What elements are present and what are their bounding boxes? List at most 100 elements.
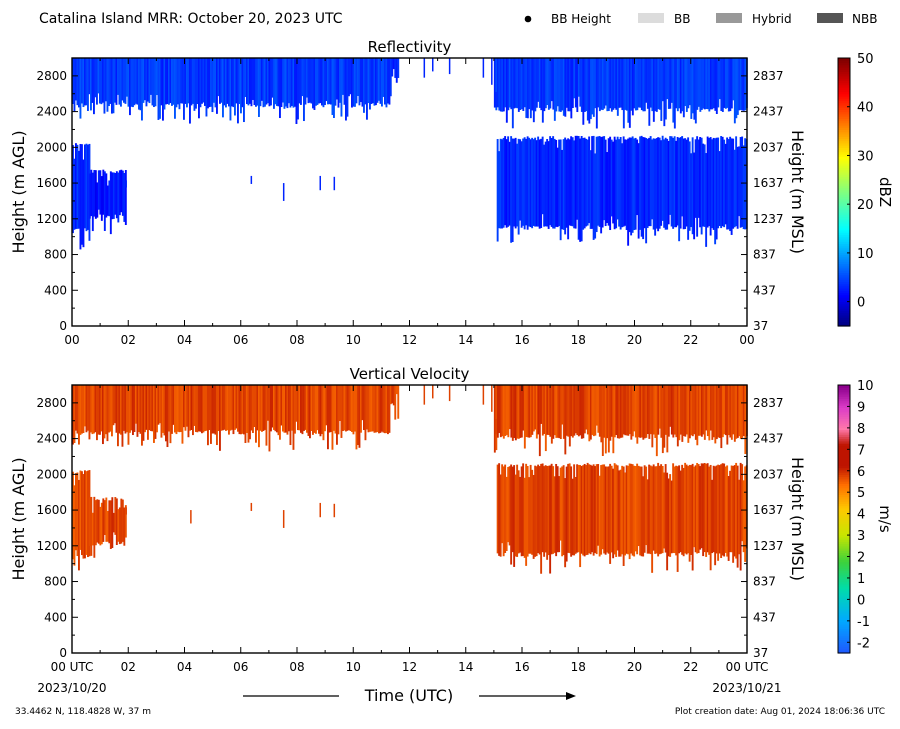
- panel-title: Reflectivity: [368, 38, 452, 56]
- colorbar-segment: [838, 420, 850, 424]
- data-column: [178, 58, 181, 110]
- data-column: [262, 385, 265, 431]
- data-column: [628, 58, 631, 128]
- colorbar-segment: [838, 565, 850, 569]
- data-column: [382, 58, 385, 97]
- data-column: [520, 385, 523, 438]
- data-column: [312, 58, 314, 109]
- data-column: [606, 152, 609, 224]
- data-column: [376, 58, 379, 103]
- data-column: [594, 58, 597, 109]
- data-spike: [319, 175, 321, 191]
- colorbar-segment: [838, 154, 850, 157]
- data-column: [265, 385, 268, 446]
- data-column: [247, 58, 250, 106]
- data-column: [717, 464, 720, 561]
- data-column: [151, 385, 154, 432]
- colorbar-segment: [838, 221, 850, 224]
- data-column: [282, 385, 284, 432]
- colorbar-segment: [838, 588, 850, 592]
- colorbar-segment: [838, 151, 850, 155]
- data-column: [648, 385, 651, 439]
- y-tick-label: 2000: [36, 467, 67, 481]
- data-column: [681, 385, 684, 442]
- colorbar-segment: [838, 317, 850, 320]
- data-column: [558, 476, 561, 553]
- colorbar-segment: [838, 243, 850, 247]
- colorbar-segment: [838, 628, 850, 632]
- data-column: [724, 385, 727, 436]
- colorbar-segment: [838, 425, 850, 429]
- colorbar-segment: [838, 583, 850, 587]
- data-column: [723, 58, 726, 108]
- data-column: [736, 465, 739, 568]
- data-column: [153, 58, 155, 108]
- data-column: [517, 138, 520, 235]
- data-column: [568, 463, 571, 554]
- data-column: [392, 385, 395, 406]
- data-column: [597, 58, 600, 108]
- data-column: [702, 143, 705, 227]
- data-column: [389, 385, 392, 405]
- data-column: [94, 385, 97, 433]
- data-column: [106, 510, 109, 542]
- data-column: [538, 139, 541, 229]
- colorbar-segment: [838, 261, 850, 265]
- data-column: [313, 58, 316, 110]
- data-column: [309, 385, 311, 439]
- data-column: [744, 466, 747, 562]
- data-spike: [282, 183, 285, 201]
- data-column: [688, 385, 691, 439]
- y-tick-label: 2000: [36, 140, 67, 154]
- data-column: [234, 58, 236, 116]
- colorbar-segment: [838, 102, 850, 106]
- y-tick-label-right: 2037: [753, 140, 784, 154]
- data-column: [681, 136, 684, 217]
- data-column: [667, 385, 670, 437]
- data-column: [111, 497, 114, 548]
- data-column: [265, 58, 268, 105]
- colorbar-tick-label: 2: [857, 551, 865, 566]
- colorbar-segment: [838, 623, 850, 627]
- data-column: [693, 385, 696, 435]
- data-column: [565, 466, 568, 562]
- data-column: [709, 464, 712, 571]
- data-column: [139, 385, 142, 434]
- data-column: [342, 58, 344, 95]
- data-column: [495, 58, 498, 111]
- colorbar-segment: [838, 252, 850, 256]
- data-column: [129, 58, 131, 116]
- data-column: [576, 58, 579, 113]
- data-column: [592, 135, 595, 240]
- data-column: [646, 385, 649, 435]
- data-column: [678, 137, 681, 242]
- data-column: [334, 385, 337, 434]
- data-column: [139, 58, 142, 111]
- data-column: [204, 58, 206, 106]
- data-column: [592, 385, 595, 437]
- data-column: [654, 58, 657, 112]
- data-column: [103, 171, 106, 231]
- data-column: [706, 463, 709, 553]
- data-column: [301, 385, 304, 435]
- data-column: [337, 58, 340, 108]
- data-column: [571, 478, 574, 556]
- data-column: [729, 385, 732, 438]
- data-column: [85, 471, 88, 555]
- colorbar-segment: [838, 418, 850, 422]
- data-column: [198, 58, 200, 119]
- data-column: [643, 137, 646, 229]
- data-column: [513, 465, 516, 567]
- data-column: [688, 141, 691, 231]
- data-column: [243, 58, 245, 123]
- data-column: [622, 466, 625, 566]
- data-column: [627, 138, 630, 246]
- data-column: [705, 385, 708, 431]
- data-column: [631, 58, 634, 116]
- data-column: [199, 58, 202, 108]
- colorbar-segment: [838, 192, 850, 195]
- data-column: [105, 385, 107, 435]
- data-column: [733, 465, 736, 557]
- data-column: [727, 385, 730, 436]
- data-column: [583, 385, 586, 434]
